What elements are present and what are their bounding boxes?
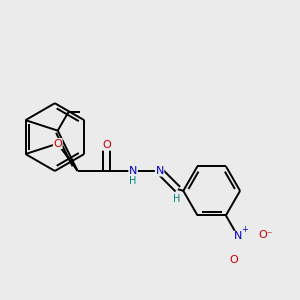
Text: H: H (129, 176, 137, 186)
Text: N: N (129, 166, 137, 176)
Text: +: + (241, 225, 248, 234)
Text: O: O (102, 140, 111, 150)
Text: N: N (234, 231, 242, 242)
Text: O: O (53, 139, 62, 148)
Text: O: O (230, 255, 239, 265)
Text: H: H (172, 194, 180, 204)
Text: O⁻: O⁻ (258, 230, 273, 240)
Text: N: N (155, 166, 164, 176)
